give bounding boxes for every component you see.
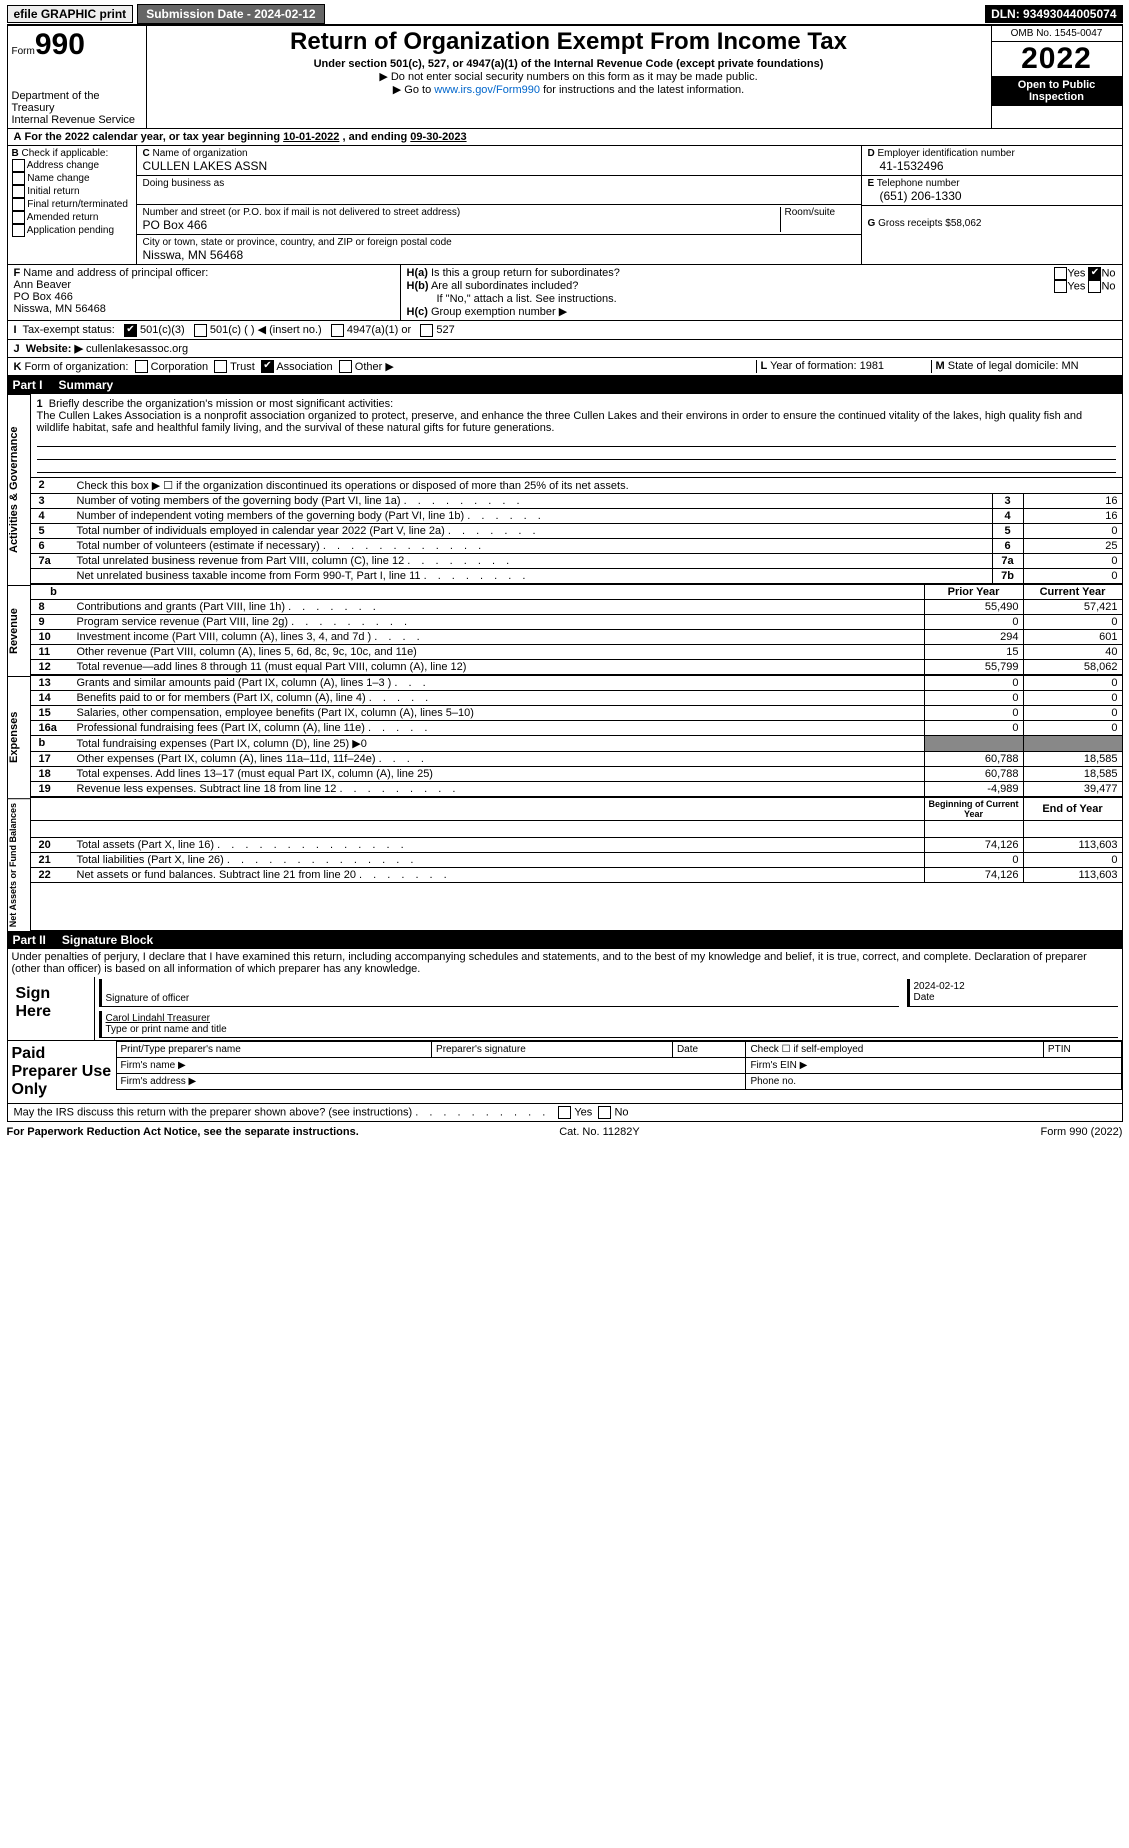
chk-app[interactable]: Application pending <box>27 225 114 236</box>
ln3-v: 16 <box>1023 494 1122 509</box>
tab-expenses: Expenses <box>7 676 31 798</box>
period-row: A For the 2022 calendar year, or tax yea… <box>7 129 1123 146</box>
sig-date: 2024-02-12 <box>914 981 965 992</box>
exp-table: 13Grants and similar amounts paid (Part … <box>31 676 1122 797</box>
form-label: Form <box>12 46 35 57</box>
tel-label: Telephone number <box>877 178 960 189</box>
state-domicile: MN <box>1061 360 1078 372</box>
chk-name[interactable]: Name change <box>27 173 89 184</box>
ein-label: Employer identification number <box>878 148 1015 159</box>
dba-label: Doing business as <box>143 178 225 189</box>
assoc-checked: Association <box>276 361 332 373</box>
efile-print[interactable]: efile GRAPHIC print <box>7 5 134 23</box>
form-990-footer: Form 990 (2022) <box>1041 1126 1123 1138</box>
form-990: 990 <box>35 28 85 61</box>
irs-url-link[interactable]: www.irs.gov/Form990 <box>434 84 540 96</box>
chk-initial[interactable]: Initial return <box>27 186 79 197</box>
paid-preparer-label: Paid Preparer Use Only <box>8 1041 116 1103</box>
ag-table: 2Check this box ▶ ☐ if the organization … <box>31 478 1122 584</box>
mission-text: The Cullen Lakes Association is a nonpro… <box>37 410 1083 434</box>
mission-label: Briefly describe the organization's miss… <box>49 398 393 410</box>
officer-label: Name and address of principal officer: <box>23 267 208 279</box>
org-name: CULLEN LAKES ASSN <box>143 159 268 173</box>
firm-addr: Firm's address ▶ <box>116 1074 746 1090</box>
year-formation: 1981 <box>860 360 884 372</box>
chk-amended[interactable]: Amended return <box>27 212 99 223</box>
org-name-label: Name of organization <box>153 148 248 159</box>
block-klm: K Form of organization: Corporation Trus… <box>7 358 1123 377</box>
form-header: Form990 Department of the Treasury Inter… <box>7 24 1123 129</box>
subs-q: Are all subordinates included? <box>431 280 578 292</box>
org-city: Nisswa, MN 56468 <box>143 248 244 262</box>
sign-here-label: Sign Here <box>8 977 95 1040</box>
officer-name: Ann Beaver <box>14 279 71 291</box>
ein: 41-1532496 <box>868 159 944 173</box>
subs-note: If "No," attach a list. See instructions… <box>407 293 1116 305</box>
chk-final[interactable]: Final return/terminated <box>27 199 128 210</box>
tax-year: 2022 <box>992 42 1122 76</box>
top-bar: efile GRAPHIC print Submission Date - 20… <box>7 4 1123 24</box>
ha-no: No <box>1101 267 1115 279</box>
footer: For Paperwork Reduction Act Notice, see … <box>7 1122 1123 1142</box>
group-exemption: Group exemption number ▶ <box>431 306 567 318</box>
rev-table: bPrior YearCurrent Year 8Contributions a… <box>31 585 1122 675</box>
part-i-header: Part ISummary <box>7 376 1123 394</box>
may-discuss: May the IRS discuss this return with the… <box>7 1104 1123 1122</box>
block-j: J Website: ▶ cullenlakesassoc.org <box>7 340 1123 358</box>
tab-net-assets: Net Assets or Fund Balances <box>7 798 31 931</box>
form-subtitle: Under section 501(c), 527, or 4947(a)(1)… <box>155 58 983 70</box>
dln: DLN: 93493044005074 <box>985 5 1122 23</box>
dept-treasury: Department of the Treasury <box>12 90 142 114</box>
tel: (651) 206-1330 <box>868 189 962 203</box>
city-label: City or town, state or province, country… <box>143 237 452 248</box>
irs-label: Internal Revenue Service <box>12 114 142 126</box>
addr-label: Number and street (or P.O. box if mail i… <box>143 207 461 218</box>
firm-ein: Firm's EIN ▶ <box>746 1058 1121 1074</box>
gross-label: Gross receipts $ <box>878 218 951 229</box>
paid-preparer-block: Paid Preparer Use Only Print/Type prepar… <box>7 1041 1123 1104</box>
block-i: I Tax-exempt status: ✔ 501(c)(3) 501(c) … <box>7 321 1123 340</box>
org-addr: PO Box 466 <box>143 218 208 232</box>
sig-officer-label: Signature of officer <box>106 993 190 1004</box>
officer-addr1: PO Box 466 <box>14 291 73 303</box>
sig-declaration: Under penalties of perjury, I declare th… <box>7 949 1123 977</box>
group-return-q: Is this a group return for subordinates? <box>431 267 620 279</box>
room-suite: Room/suite <box>780 207 855 232</box>
501c3: 501(c)(3) <box>140 324 185 336</box>
gross-receipts: 58,062 <box>951 218 982 229</box>
ln2: Check this box ▶ ☐ if the organization d… <box>73 478 1122 494</box>
website[interactable]: cullenlakesassoc.org <box>86 343 188 355</box>
blocks-b-to-g: B Check if applicable: Address change Na… <box>7 146 1123 265</box>
form-title: Return of Organization Exempt From Incom… <box>155 28 983 56</box>
firm-name: Firm's name ▶ <box>116 1058 746 1074</box>
phone-no: Phone no. <box>746 1074 1121 1090</box>
omb-no: OMB No. 1545-0047 <box>992 26 1122 42</box>
cat-no: Cat. No. 11282Y <box>559 1126 640 1138</box>
chk-address[interactable]: Address change <box>27 160 99 171</box>
officer-addr2: Nisswa, MN 56468 <box>14 303 106 315</box>
paperwork-notice: For Paperwork Reduction Act Notice, see … <box>7 1126 359 1138</box>
sig-name: Carol Lindahl Treasurer <box>106 1013 211 1024</box>
ssn-notice: ▶ Do not enter social security numbers o… <box>155 70 983 83</box>
na-table: Beginning of Current YearEnd of Year 20T… <box>31 798 1122 883</box>
open-public: Open to Public Inspection <box>992 76 1122 106</box>
sign-here-block: Sign Here Signature of officer 2024-02-12… <box>7 977 1123 1041</box>
block-f-h: F Name and address of principal officer:… <box>7 265 1123 321</box>
submission-date[interactable]: Submission Date - 2024-02-12 <box>137 4 324 24</box>
block-b: B Check if applicable: Address change Na… <box>8 146 137 264</box>
tab-activities-governance: Activities & Governance <box>7 394 31 585</box>
tab-revenue: Revenue <box>7 585 31 676</box>
part-ii-header: Part IISignature Block <box>7 931 1123 949</box>
